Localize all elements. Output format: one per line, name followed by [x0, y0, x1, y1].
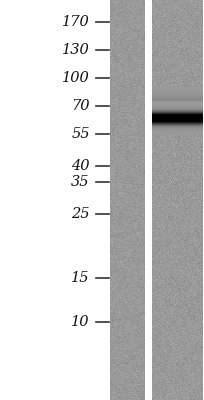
Text: 70: 70	[71, 99, 90, 113]
Text: 35: 35	[71, 175, 90, 189]
Text: 55: 55	[71, 127, 90, 141]
Bar	[145, 0, 152, 400]
Text: 170: 170	[62, 15, 90, 29]
Text: 40: 40	[71, 159, 90, 173]
Text: 130: 130	[62, 43, 90, 57]
Text: 100: 100	[62, 71, 90, 85]
Text: 10: 10	[71, 315, 90, 329]
Text: 25: 25	[71, 207, 90, 221]
Text: 15: 15	[71, 271, 90, 285]
